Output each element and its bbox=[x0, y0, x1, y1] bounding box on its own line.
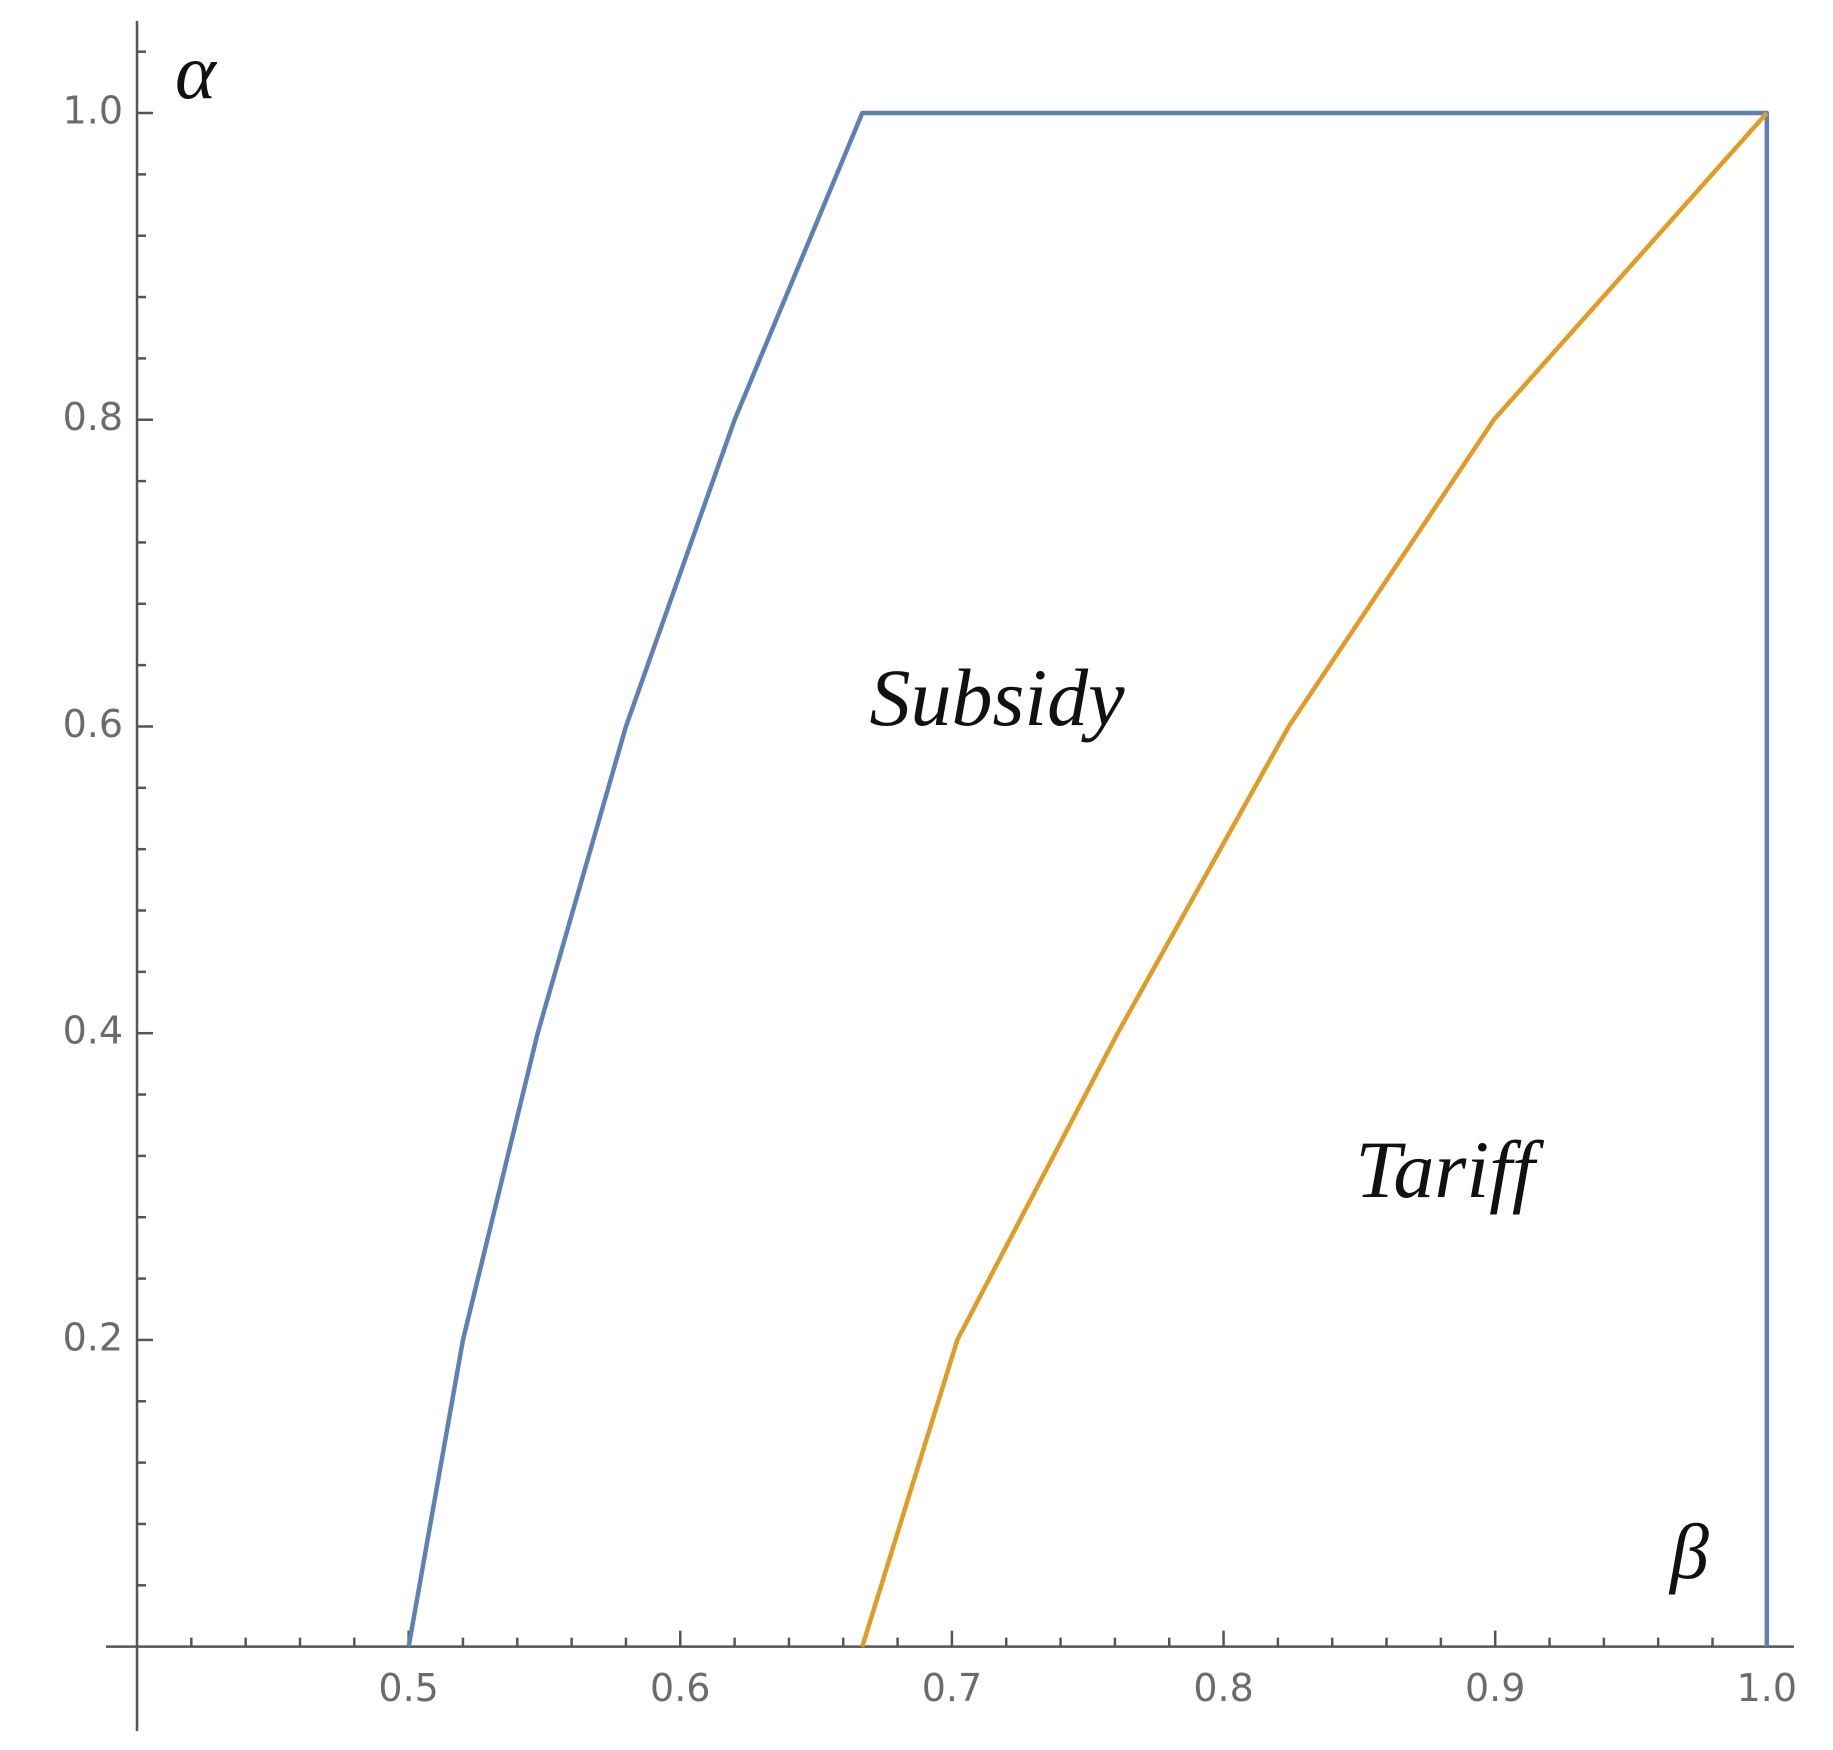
x-tick-label: 0.7 bbox=[922, 1666, 982, 1710]
y-tick-label: 0.4 bbox=[63, 1009, 123, 1053]
x-tick-label: 0.9 bbox=[1465, 1666, 1525, 1710]
y-axis-label: α bbox=[175, 28, 218, 115]
x-tick-label: 1.0 bbox=[1737, 1666, 1797, 1710]
y-tick-label: 0.8 bbox=[63, 395, 123, 439]
y-tick-label: 0.2 bbox=[63, 1315, 123, 1359]
series-line bbox=[860, 111, 1769, 1648]
y-tick-label: 1.0 bbox=[63, 89, 123, 133]
x-tick-label: 0.5 bbox=[378, 1666, 438, 1710]
x-axis-label: β bbox=[1668, 1508, 1709, 1595]
x-tick-label: 0.6 bbox=[650, 1666, 710, 1710]
series-line bbox=[406, 110, 1770, 1648]
region-label: Subsidy bbox=[869, 652, 1125, 743]
x-tick-label: 0.8 bbox=[1193, 1666, 1253, 1710]
region-label: Tariff bbox=[1355, 1124, 1545, 1215]
y-tick-label: 0.6 bbox=[63, 702, 123, 746]
